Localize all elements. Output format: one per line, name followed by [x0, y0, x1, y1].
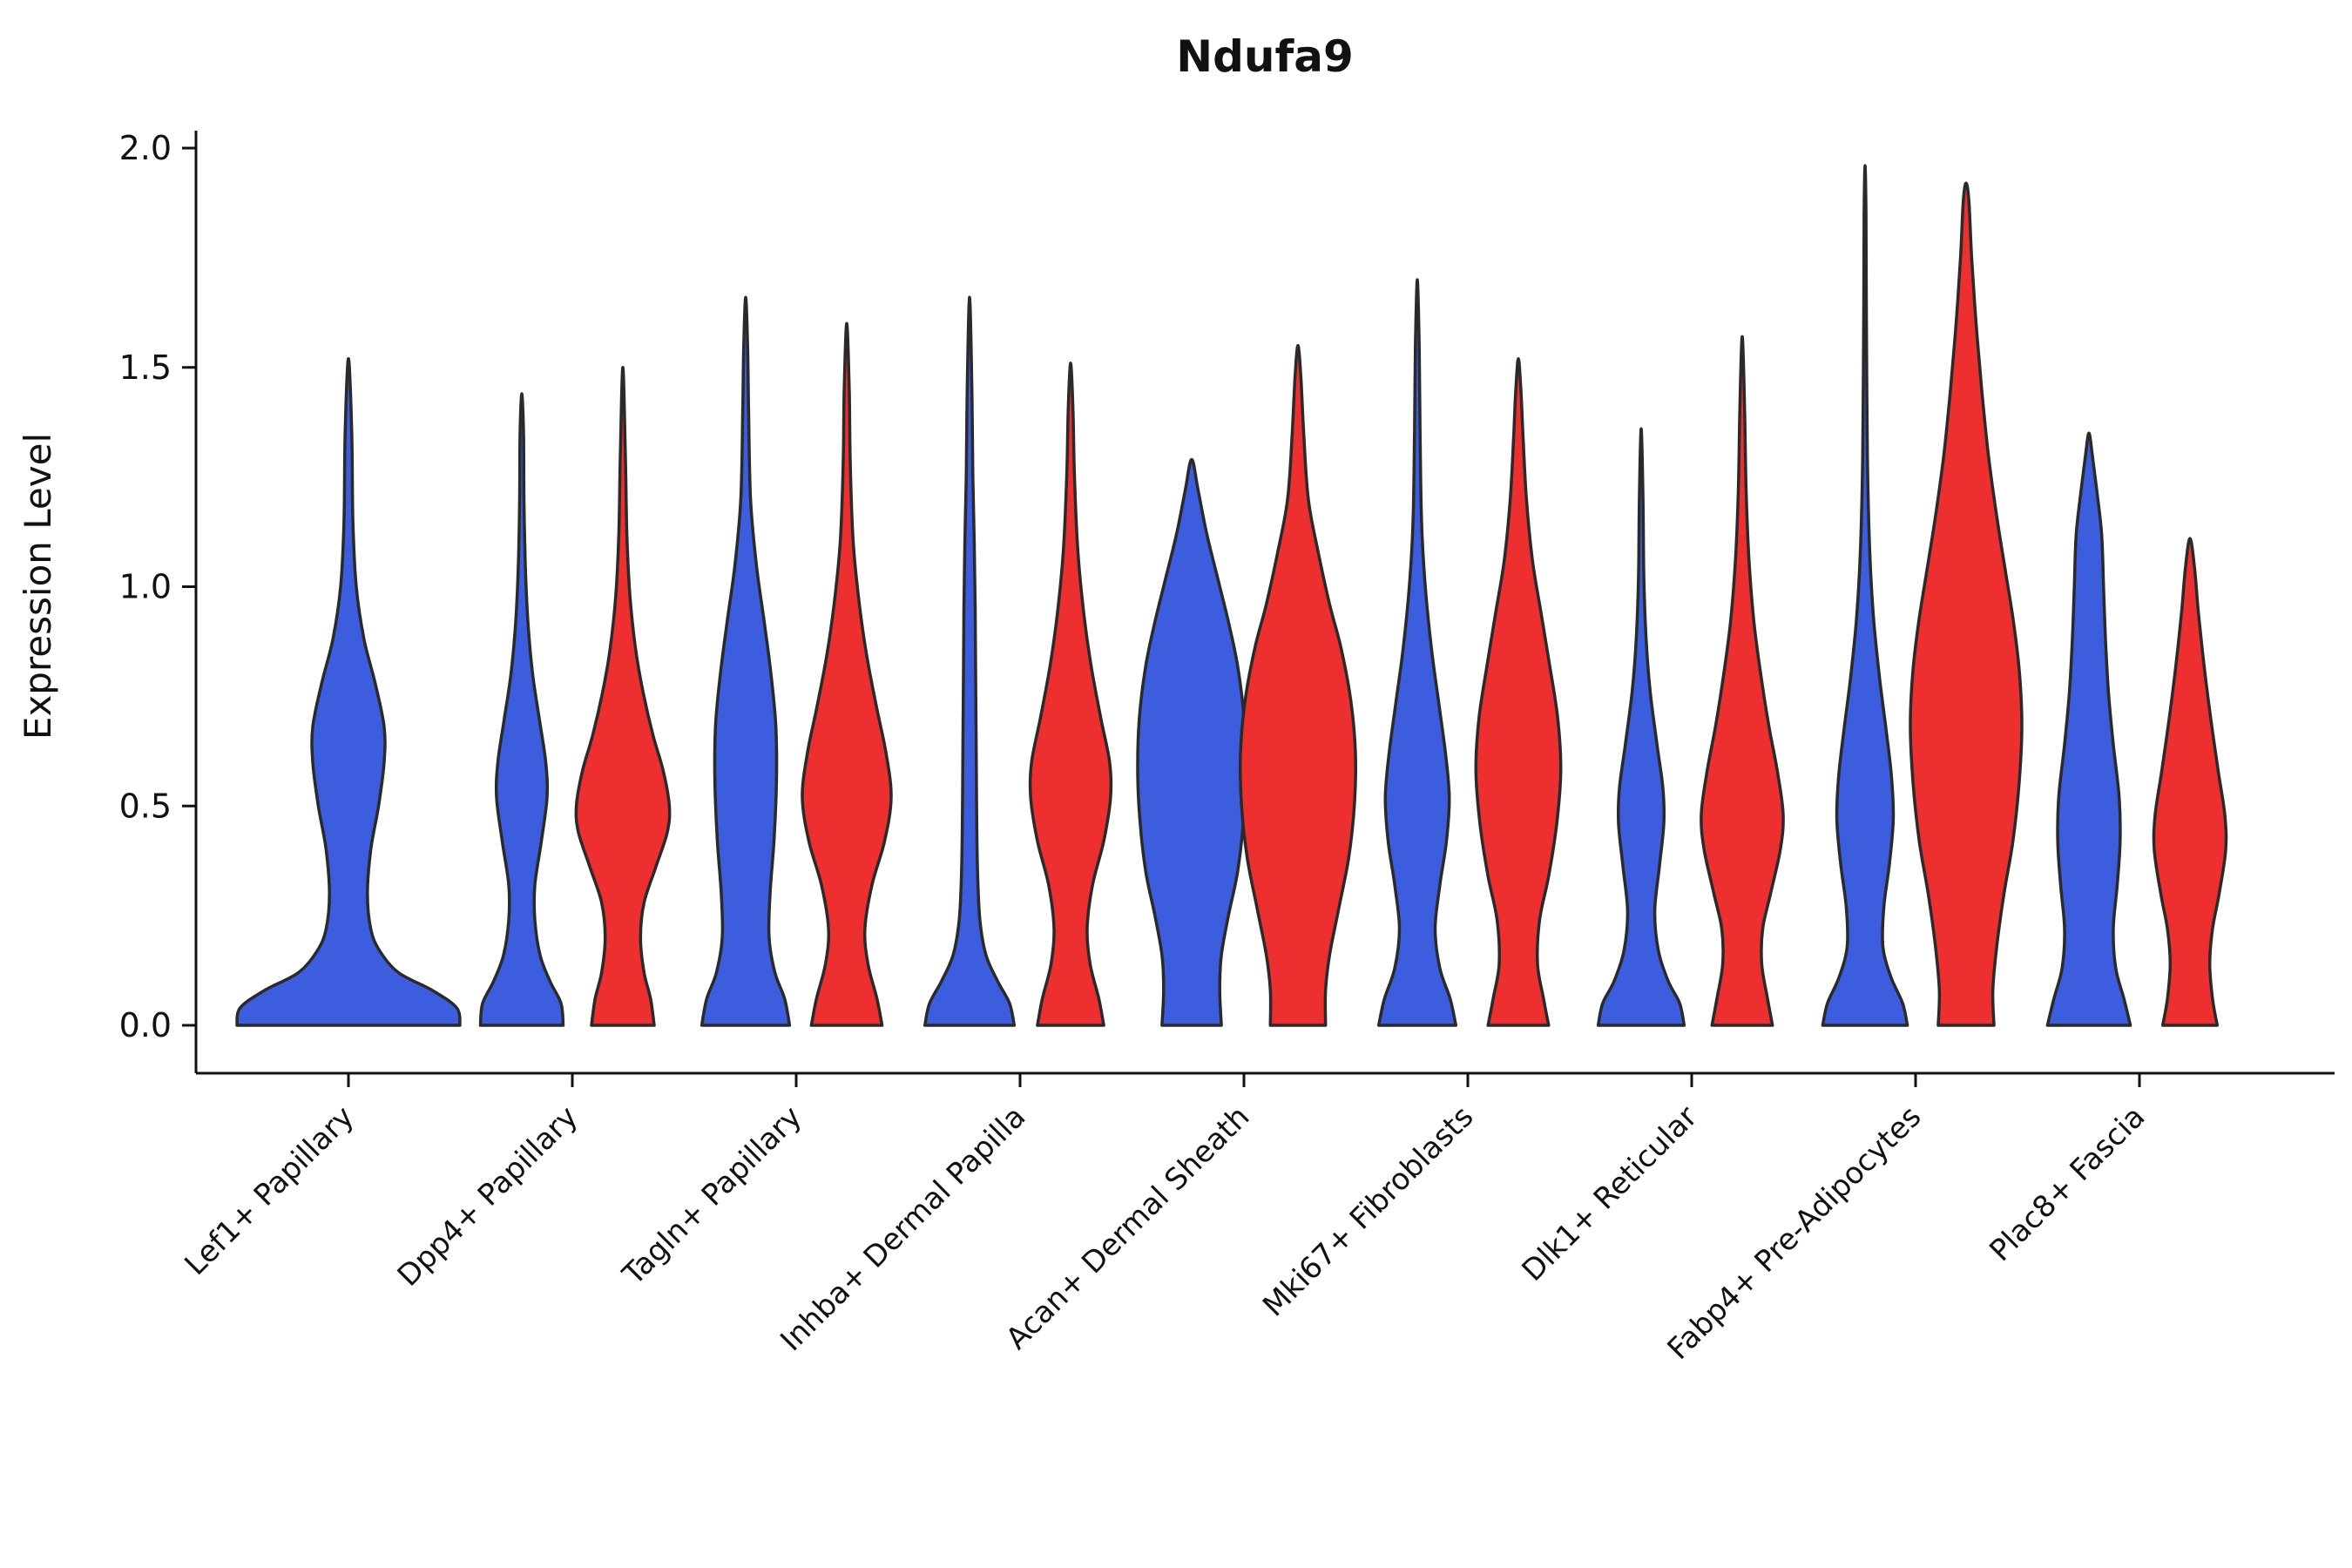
violin-blue-inhba-dermal-papilla: [923, 295, 1017, 1027]
violin-red-dpp4-papillary: [574, 366, 672, 1027]
violin-red-plac8-fascia: [2152, 537, 2228, 1027]
x-tick-label: Acan+ Dermal Sheath: [999, 1099, 1256, 1356]
violin-red-dlk1-reticular: [1700, 335, 1785, 1027]
y-tick-label: 1.0: [119, 568, 172, 606]
x-tick-label: Plac8+ Fascia: [1983, 1099, 2152, 1268]
x-tick-label: Dlk1+ Reticular: [1516, 1099, 1705, 1288]
violin-red-fabp4-pre-adipocytes: [1909, 181, 2024, 1027]
violin-blue-mki67-fibroblasts: [1376, 278, 1458, 1027]
y-tick-label: 1.5: [119, 348, 172, 387]
x-tick-label: Inhba+ Dermal Papilla: [774, 1099, 1032, 1358]
x-tick-label: Mki67+ Fibroblasts: [1256, 1099, 1480, 1323]
violin-red-tagln-papillary: [801, 321, 893, 1027]
violin-blue-fabp4-pre-adipocytes: [1821, 164, 1909, 1027]
y-tick-label: 2.0: [119, 129, 172, 167]
violin-blue-lef1-papillary: [235, 356, 462, 1027]
chart-title: Ndufa9: [1176, 31, 1354, 82]
plot-area: 0.0 0.5 1.0 1.5 2.0 Lef1+ Papillary Dpp4+ Papi…: [119, 129, 2335, 1367]
y-axis-label: Expression Level: [17, 433, 59, 740]
violin-blue-dlk1-reticular: [1596, 427, 1686, 1027]
violin-blue-tagln-papillary: [700, 295, 792, 1027]
violin-red-inhba-dermal-papilla: [1028, 361, 1113, 1027]
violin-red-mki67-fibroblasts: [1474, 356, 1563, 1027]
x-tick-label: Lef1+ Papillary: [178, 1099, 361, 1282]
y-tick-label: 0.5: [119, 787, 172, 825]
x-tick-label: Fabp4+ Pre-Adipocytes: [1661, 1099, 1929, 1367]
y-tick-label: 0.0: [119, 1006, 172, 1044]
x-tick-label: Tagln+ Papillary: [616, 1099, 809, 1293]
violin-blue-dpp4-papillary: [478, 392, 565, 1027]
violin-red-acan-dermal-sheath: [1238, 343, 1358, 1027]
violin-blue-acan-dermal-sheath: [1136, 457, 1247, 1027]
violin-blue-plac8-fascia: [2045, 431, 2132, 1027]
x-tick-label: Dpp4+ Papillary: [391, 1099, 585, 1294]
